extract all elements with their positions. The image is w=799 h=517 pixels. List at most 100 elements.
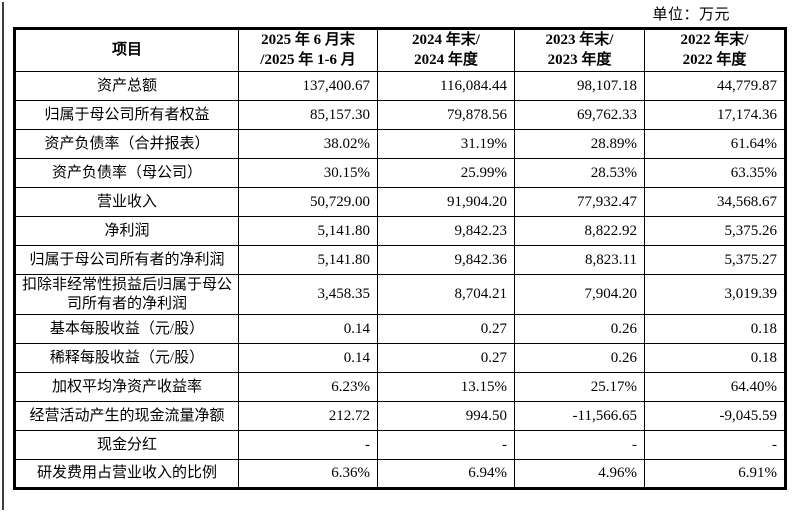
cell-value: 8,822.92 <box>514 216 645 246</box>
table-row: 现金分红 - - - - <box>14 430 786 460</box>
cell-value: 4.96% <box>514 459 645 489</box>
cell-value: 5,141.80 <box>238 216 378 246</box>
page-edge-line <box>2 2 4 510</box>
header-cell-period-2023: 2023 年末/ 2023 年度 <box>514 28 645 72</box>
table-row: 稀释每股收益（元/股） 0.14 0.27 0.26 0.18 <box>14 343 786 373</box>
cell-value: 0.18 <box>644 314 786 344</box>
cell-value: 8,704.21 <box>377 274 515 315</box>
cell-value: 50,729.00 <box>238 187 378 217</box>
cell-value: 85,157.30 <box>238 100 378 130</box>
cell-value: 28.53% <box>514 158 645 188</box>
table-row: 净利润 5,141.80 9,842.23 8,822.92 5,375.26 <box>14 216 786 246</box>
row-label: 加权平均净资产收益率 <box>14 372 239 402</box>
header-line-1: 2022 年末/ <box>680 32 749 48</box>
header-cell-period-2025: 2025 年 6 月末 /2025 年 1-6 月 <box>238 28 378 72</box>
cell-value: 61.64% <box>644 129 786 159</box>
header-line-2: 2022 年度 <box>682 51 747 68</box>
cell-value: - <box>377 430 515 460</box>
table-row: 资产负债率（合并报表） 38.02% 31.19% 28.89% 61.64% <box>14 129 786 159</box>
cell-value: 38.02% <box>238 129 378 159</box>
cell-value: 44,779.87 <box>644 71 786 101</box>
cell-value: 0.27 <box>377 314 515 344</box>
cell-value: 25.99% <box>377 158 515 188</box>
header-line-2: 2024 年度 <box>414 51 478 68</box>
cell-value: 9,842.36 <box>377 245 515 275</box>
row-label: 资产总额 <box>14 71 239 101</box>
table-row: 加权平均净资产收益率 6.23% 13.15% 25.17% 64.40% <box>14 372 786 402</box>
cell-value: 6.94% <box>377 459 515 489</box>
table-row: 营业收入 50,729.00 91,904.20 77,932.47 34,568.67 <box>14 187 786 217</box>
table-row: 归属于母公司所有者权益 85,157.30 79,878.56 69,762.33 17… <box>14 100 786 130</box>
row-label: 归属于母公司所有者的净利润 <box>14 245 239 275</box>
cell-value: 28.89% <box>514 129 645 159</box>
cell-value: -11,566.65 <box>514 401 645 431</box>
cell-value: 34,568.67 <box>644 187 786 217</box>
cell-value: 79,878.56 <box>377 100 515 130</box>
header-line-2: 2023 年度 <box>547 51 612 68</box>
cell-value: 6.36% <box>238 459 378 489</box>
cell-value: 13.15% <box>377 372 515 402</box>
cell-value: 25.17% <box>514 372 645 402</box>
cell-value: 3,019.39 <box>644 274 786 315</box>
cell-value: 0.26 <box>514 314 645 344</box>
cell-value: 77,932.47 <box>514 187 645 217</box>
header-line-1: 2025 年 6 月末 <box>261 32 355 48</box>
header-cell-period-2024: 2024 年末/ 2024 年度 <box>377 28 515 72</box>
cell-value: 6.91% <box>644 459 786 489</box>
table-row: 研发费用占营业收入的比例 6.36% 6.94% 4.96% 6.91% <box>14 459 786 489</box>
cell-value: 98,107.18 <box>514 71 645 101</box>
row-label: 资产负债率（合并报表） <box>14 129 239 159</box>
header-cell-period-2022: 2022 年末/ 2022 年度 <box>644 28 786 72</box>
cell-value: 0.18 <box>644 343 786 373</box>
table-row: 资产负债率（母公司） 30.15% 25.99% 28.53% 63.35% <box>14 158 786 188</box>
table-body: 资产总额 137,400.67 116,084.44 98,107.18 44,779.… <box>14 71 786 489</box>
cell-value: 212.72 <box>238 401 378 431</box>
cell-value: 116,084.44 <box>377 71 515 101</box>
cell-value: 17,174.36 <box>644 100 786 130</box>
row-label: 营业收入 <box>14 187 239 217</box>
cell-value: 5,141.80 <box>238 245 378 275</box>
unit-label: 单位：万元 <box>652 7 730 23</box>
cell-value: 6.23% <box>238 372 378 402</box>
cell-value: 0.14 <box>238 343 378 373</box>
cell-value: 0.14 <box>238 314 378 344</box>
row-label: 经营活动产生的现金流量净额 <box>14 401 239 431</box>
row-label: 扣除非经常性损益后归属于母公司所有者的净利润 <box>14 274 239 315</box>
cell-value: 0.27 <box>377 343 515 373</box>
row-label: 资产负债率（母公司） <box>14 158 239 188</box>
table-row: 资产总额 137,400.67 116,084.44 98,107.18 44,779.… <box>14 71 786 101</box>
cell-value: 3,458.35 <box>238 274 378 315</box>
cell-value: 64.40% <box>644 372 786 402</box>
row-label: 研发费用占营业收入的比例 <box>14 459 239 489</box>
header-line-2: /2025 年 1-6 月 <box>260 51 356 68</box>
header-row: 项目 2025 年 6 月末 /2025 年 1-6 月 2024 年末/ 20… <box>14 28 786 72</box>
cell-value: 91,904.20 <box>377 187 515 217</box>
cell-value: 5,375.27 <box>644 245 786 275</box>
row-label: 稀释每股收益（元/股） <box>14 343 239 373</box>
row-label: 现金分红 <box>14 430 239 460</box>
cell-value: 137,400.67 <box>238 71 378 101</box>
cell-value: 994.50 <box>377 401 515 431</box>
row-label: 基本每股收益（元/股） <box>14 314 239 344</box>
cell-value: -9,045.59 <box>644 401 786 431</box>
cell-value: 30.15% <box>238 158 378 188</box>
table-row: 经营活动产生的现金流量净额 212.72 994.50 -11,566.65 -9,04… <box>14 401 786 431</box>
table-row: 基本每股收益（元/股） 0.14 0.27 0.26 0.18 <box>14 314 786 344</box>
header-cell-item: 项目 <box>14 28 239 72</box>
row-label: 归属于母公司所有者权益 <box>14 100 239 130</box>
cell-value: - <box>514 430 645 460</box>
cell-value: 63.35% <box>644 158 786 188</box>
header-line-1: 2024 年末/ <box>412 32 480 48</box>
cell-value: 5,375.26 <box>644 216 786 246</box>
cell-value: 31.19% <box>377 129 515 159</box>
cell-value: 9,842.23 <box>377 216 515 246</box>
financial-summary-table: 项目 2025 年 6 月末 /2025 年 1-6 月 2024 年末/ 20… <box>13 27 787 490</box>
cell-value: 0.26 <box>514 343 645 373</box>
header-line-1: 2023 年末/ <box>545 32 614 48</box>
cell-value: - <box>238 430 378 460</box>
cell-value: 8,823.11 <box>514 245 645 275</box>
row-label: 净利润 <box>14 216 239 246</box>
table-row: 扣除非经常性损益后归属于母公司所有者的净利润 3,458.35 8,704.21 7,… <box>14 274 786 315</box>
cell-value: 69,762.33 <box>514 100 645 130</box>
